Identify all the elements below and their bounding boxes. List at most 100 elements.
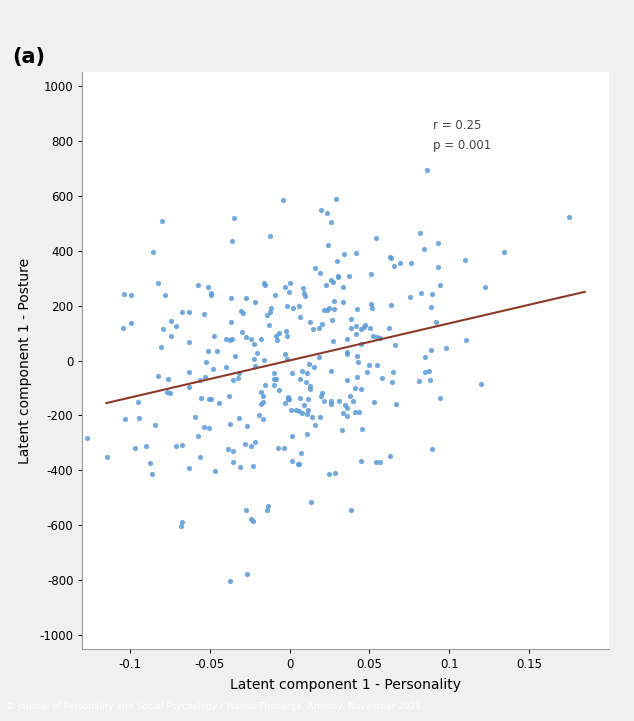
Point (118, 322, 128, 334)
Point (155, 341, 165, 353)
Point (274, 384, 284, 395)
Point (148, 247, 158, 258)
Point (294, 459, 304, 470)
Point (165, 388, 175, 399)
Point (280, 348, 290, 360)
Point (207, 363, 217, 374)
Point (306, 381, 316, 392)
Point (433, 237, 443, 249)
Point (228, 456, 238, 468)
Text: (a): (a) (13, 47, 46, 67)
Point (184, 366, 194, 378)
Point (48, 396, 58, 407)
Point (209, 329, 219, 341)
Point (249, 460, 259, 472)
Point (365, 322, 375, 333)
Point (461, 334, 471, 345)
Point (268, 367, 278, 379)
Point (166, 316, 176, 327)
Point (227, 334, 237, 345)
Point (259, 278, 269, 289)
Point (391, 398, 401, 410)
Point (193, 280, 204, 291)
Point (205, 290, 216, 301)
Point (315, 411, 325, 423)
Point (195, 451, 205, 462)
Point (269, 373, 279, 384)
Point (269, 380, 280, 392)
Point (166, 330, 176, 342)
Point (224, 390, 235, 402)
Point (228, 445, 238, 456)
Point (342, 402, 353, 414)
Point (204, 423, 214, 434)
Point (257, 390, 268, 402)
Point (441, 342, 451, 354)
Point (325, 399, 335, 410)
Point (200, 371, 210, 382)
Point (389, 261, 399, 273)
Point (274, 327, 284, 338)
Point (351, 247, 361, 259)
Point (338, 407, 348, 419)
Point (295, 448, 306, 459)
Point (145, 457, 155, 469)
Point (326, 395, 336, 407)
Point (252, 348, 262, 359)
Point (331, 193, 341, 204)
Point (329, 304, 339, 315)
Point (340, 399, 350, 411)
Point (386, 299, 396, 311)
Point (385, 451, 395, 462)
Point (324, 468, 334, 479)
Point (359, 319, 370, 331)
Point (262, 505, 272, 516)
Point (353, 357, 363, 368)
Point (330, 468, 340, 479)
Point (176, 516, 186, 527)
Point (242, 420, 252, 432)
Point (266, 302, 276, 314)
Point (212, 345, 223, 357)
Point (287, 430, 297, 442)
Point (350, 382, 360, 394)
Point (366, 268, 377, 280)
Point (184, 337, 194, 348)
Point (102, 451, 112, 463)
Point (283, 394, 294, 405)
Point (190, 412, 200, 423)
Point (198, 309, 209, 320)
Point (271, 373, 281, 385)
Point (419, 244, 429, 255)
Point (342, 375, 353, 386)
Point (316, 390, 326, 402)
Point (157, 216, 167, 227)
Point (260, 280, 270, 291)
Point (130, 443, 140, 454)
Point (203, 345, 213, 357)
Point (250, 296, 260, 308)
Point (314, 322, 324, 334)
Point (258, 413, 268, 425)
Point (160, 290, 171, 301)
Point (368, 330, 378, 342)
Point (387, 366, 398, 378)
Point (281, 353, 292, 364)
Point (460, 254, 470, 265)
Point (203, 282, 213, 293)
Point (259, 354, 269, 366)
Point (425, 374, 435, 386)
Point (302, 428, 313, 440)
Point (316, 318, 327, 329)
Point (236, 305, 246, 317)
Point (283, 392, 293, 403)
Point (390, 340, 400, 351)
Point (163, 373, 173, 384)
Point (233, 368, 243, 379)
Point (333, 270, 343, 282)
Point (310, 262, 320, 273)
Point (326, 274, 336, 286)
Point (171, 441, 181, 452)
Point (306, 497, 316, 508)
Point (195, 373, 205, 385)
